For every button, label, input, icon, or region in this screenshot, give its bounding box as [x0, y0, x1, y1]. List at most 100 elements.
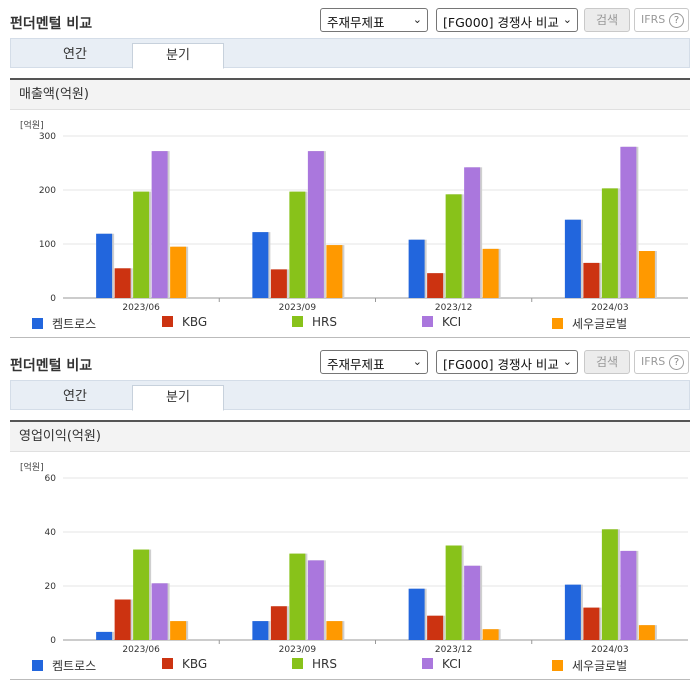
- legend-item-sewoo-global[interactable]: 세우글로벌: [552, 315, 627, 332]
- legend-label: 세우글로벌: [572, 659, 628, 673]
- chart-panel: 영업이익(억원) [억원] 0 20 40 60 2023/06 2023/09 2023/…: [10, 420, 690, 680]
- legend-swatch: [32, 318, 43, 329]
- bar-kbg-2023-09[interactable]: [270, 269, 287, 298]
- bar-sewoo-global-2023-12[interactable]: [482, 629, 499, 640]
- help-icon[interactable]: ?: [669, 355, 684, 370]
- unit-label: [억원]: [20, 463, 44, 473]
- bar-sewoo-global-2024-03[interactable]: [638, 625, 655, 640]
- search-button[interactable]: 검색: [584, 350, 630, 374]
- peer-group-select[interactable]: [FG000] 경쟁사 비교 ⌄: [436, 8, 578, 32]
- bar-kbg-2024-03[interactable]: [583, 607, 600, 640]
- bar-kbg-2023-09[interactable]: [270, 606, 287, 640]
- bar-kbg-2024-03[interactable]: [583, 262, 600, 298]
- chart-legend: 켐트로스 KBG HRS KCI 세우글로벌: [10, 312, 690, 332]
- section-title: 펀더멘털 비교: [10, 358, 93, 374]
- bar-kci-2023-09[interactable]: [307, 560, 324, 640]
- bar-kbg-2023-06[interactable]: [114, 599, 131, 641]
- bar-kci-2024-03[interactable]: [620, 550, 637, 640]
- legend-swatch: [162, 658, 173, 669]
- section-header: 펀더멘털 비교 주재무제표 ⌄ [FG000] 경쟁사 비교 ⌄ 검색 IFRS?: [0, 0, 696, 38]
- x-tick-label: 2023/06: [122, 303, 160, 312]
- bar-chemtros-2023-06[interactable]: [96, 631, 113, 640]
- tab-quarterly[interactable]: 분기: [132, 43, 224, 69]
- bar-sewoo-global-2023-06[interactable]: [170, 246, 187, 298]
- search-button[interactable]: 검색: [584, 8, 630, 32]
- y-tick-label: 40: [45, 528, 57, 538]
- legend-item-hrs[interactable]: HRS: [292, 315, 337, 329]
- legend-label: KBG: [182, 657, 208, 671]
- x-tick-label: 2024/03: [591, 303, 628, 312]
- x-tick-label: 2023/09: [279, 303, 317, 312]
- bar-chemtros-2024-03[interactable]: [564, 219, 581, 298]
- legend-swatch: [162, 316, 173, 327]
- chart-panel: 매출액(억원) [억원] 0 100 200 300 2023/06 2023/09 202…: [10, 78, 690, 338]
- bar-kci-2023-06[interactable]: [151, 583, 168, 640]
- bar-chemtros-2023-09[interactable]: [252, 232, 269, 298]
- legend-item-kci[interactable]: KCI: [422, 315, 461, 329]
- bar-chemtros-2023-09[interactable]: [252, 621, 269, 640]
- legend-label: HRS: [312, 315, 337, 329]
- statement-type-select[interactable]: 주재무제표 ⌄: [320, 350, 428, 374]
- bar-sewoo-global-2024-03[interactable]: [638, 251, 655, 298]
- bar-kci-2023-12[interactable]: [464, 167, 481, 298]
- bar-hrs-2023-06[interactable]: [133, 549, 150, 640]
- section-title: 펀더멘털 비교: [10, 16, 93, 32]
- legend-swatch: [292, 316, 303, 327]
- legend-item-chemtros[interactable]: 켐트로스: [32, 657, 96, 674]
- legend-swatch: [422, 316, 433, 327]
- legend-label: KCI: [442, 315, 462, 329]
- bar-hrs-2023-12[interactable]: [445, 194, 462, 298]
- legend-label: 켐트로스: [52, 659, 97, 673]
- bar-chemtros-2023-12[interactable]: [408, 588, 425, 640]
- bar-hrs-2024-03[interactable]: [601, 188, 618, 298]
- bar-kbg-2023-06[interactable]: [114, 268, 131, 298]
- legend-item-chemtros[interactable]: 켐트로스: [32, 315, 96, 332]
- legend-item-kbg[interactable]: KBG: [162, 657, 207, 671]
- x-tick-label: 2023/12: [435, 303, 472, 312]
- bar-sewoo-global-2023-09[interactable]: [326, 245, 343, 298]
- legend-item-kbg[interactable]: KBG: [162, 315, 207, 329]
- legend-item-sewoo-global[interactable]: 세우글로벌: [552, 657, 627, 674]
- bar-kbg-2023-12[interactable]: [427, 273, 444, 298]
- chart-title: 영업이익(억원): [10, 422, 690, 452]
- bar-hrs-2024-03[interactable]: [601, 529, 618, 640]
- legend-swatch: [292, 658, 303, 669]
- legend-swatch: [552, 660, 563, 671]
- bar-hrs-2023-09[interactable]: [289, 191, 306, 298]
- bar-kci-2023-12[interactable]: [464, 565, 481, 640]
- period-tabs: 연간 분기: [10, 38, 690, 69]
- bar-sewoo-global-2023-12[interactable]: [482, 248, 499, 298]
- legend-item-kci[interactable]: KCI: [422, 657, 461, 671]
- legend-item-hrs[interactable]: HRS: [292, 657, 337, 671]
- fundamental-compare-section-2: 펀더멘털 비교 주재무제표 ⌄ [FG000] 경쟁사 비교 ⌄ 검색 IFRS? …: [0, 342, 696, 684]
- statement-type-select[interactable]: 주재무제표 ⌄: [320, 8, 428, 32]
- bar-sewoo-global-2023-06[interactable]: [170, 621, 187, 640]
- bar-hrs-2023-06[interactable]: [133, 191, 150, 298]
- bar-kci-2023-09[interactable]: [307, 151, 324, 298]
- x-tick-label: 2023/09: [279, 645, 317, 654]
- ifrs-button[interactable]: IFRS?: [634, 350, 689, 374]
- bar-chemtros-2023-06[interactable]: [96, 233, 113, 298]
- bar-hrs-2023-09[interactable]: [289, 553, 306, 640]
- chart-title: 매출액(억원): [10, 80, 690, 110]
- tab-quarterly[interactable]: 분기: [132, 385, 224, 411]
- legend-swatch: [422, 658, 433, 669]
- y-tick-label: 20: [45, 582, 57, 592]
- y-tick-label: 0: [50, 636, 56, 646]
- bar-sewoo-global-2023-09[interactable]: [326, 621, 343, 640]
- ifrs-button[interactable]: IFRS?: [634, 8, 689, 32]
- help-icon[interactable]: ?: [669, 13, 684, 28]
- x-tick-label: 2023/12: [435, 645, 472, 654]
- tab-annual[interactable]: 연간: [63, 47, 87, 62]
- bar-kci-2023-06[interactable]: [151, 151, 168, 298]
- bar-hrs-2023-12[interactable]: [445, 545, 462, 641]
- tab-annual[interactable]: 연간: [63, 389, 87, 404]
- bar-kbg-2023-12[interactable]: [427, 615, 444, 640]
- bar-kci-2024-03[interactable]: [620, 146, 637, 298]
- bar-chemtros-2024-03[interactable]: [564, 584, 581, 640]
- unit-label: [억원]: [20, 121, 44, 131]
- peer-group-select[interactable]: [FG000] 경쟁사 비교 ⌄: [436, 350, 578, 374]
- revenue-bar-chart: 0 100 200 300 2023/06 2023/09 2023/12 2024/03: [39, 132, 688, 312]
- bar-chemtros-2023-12[interactable]: [408, 239, 425, 298]
- y-tick-label: 200: [39, 186, 56, 196]
